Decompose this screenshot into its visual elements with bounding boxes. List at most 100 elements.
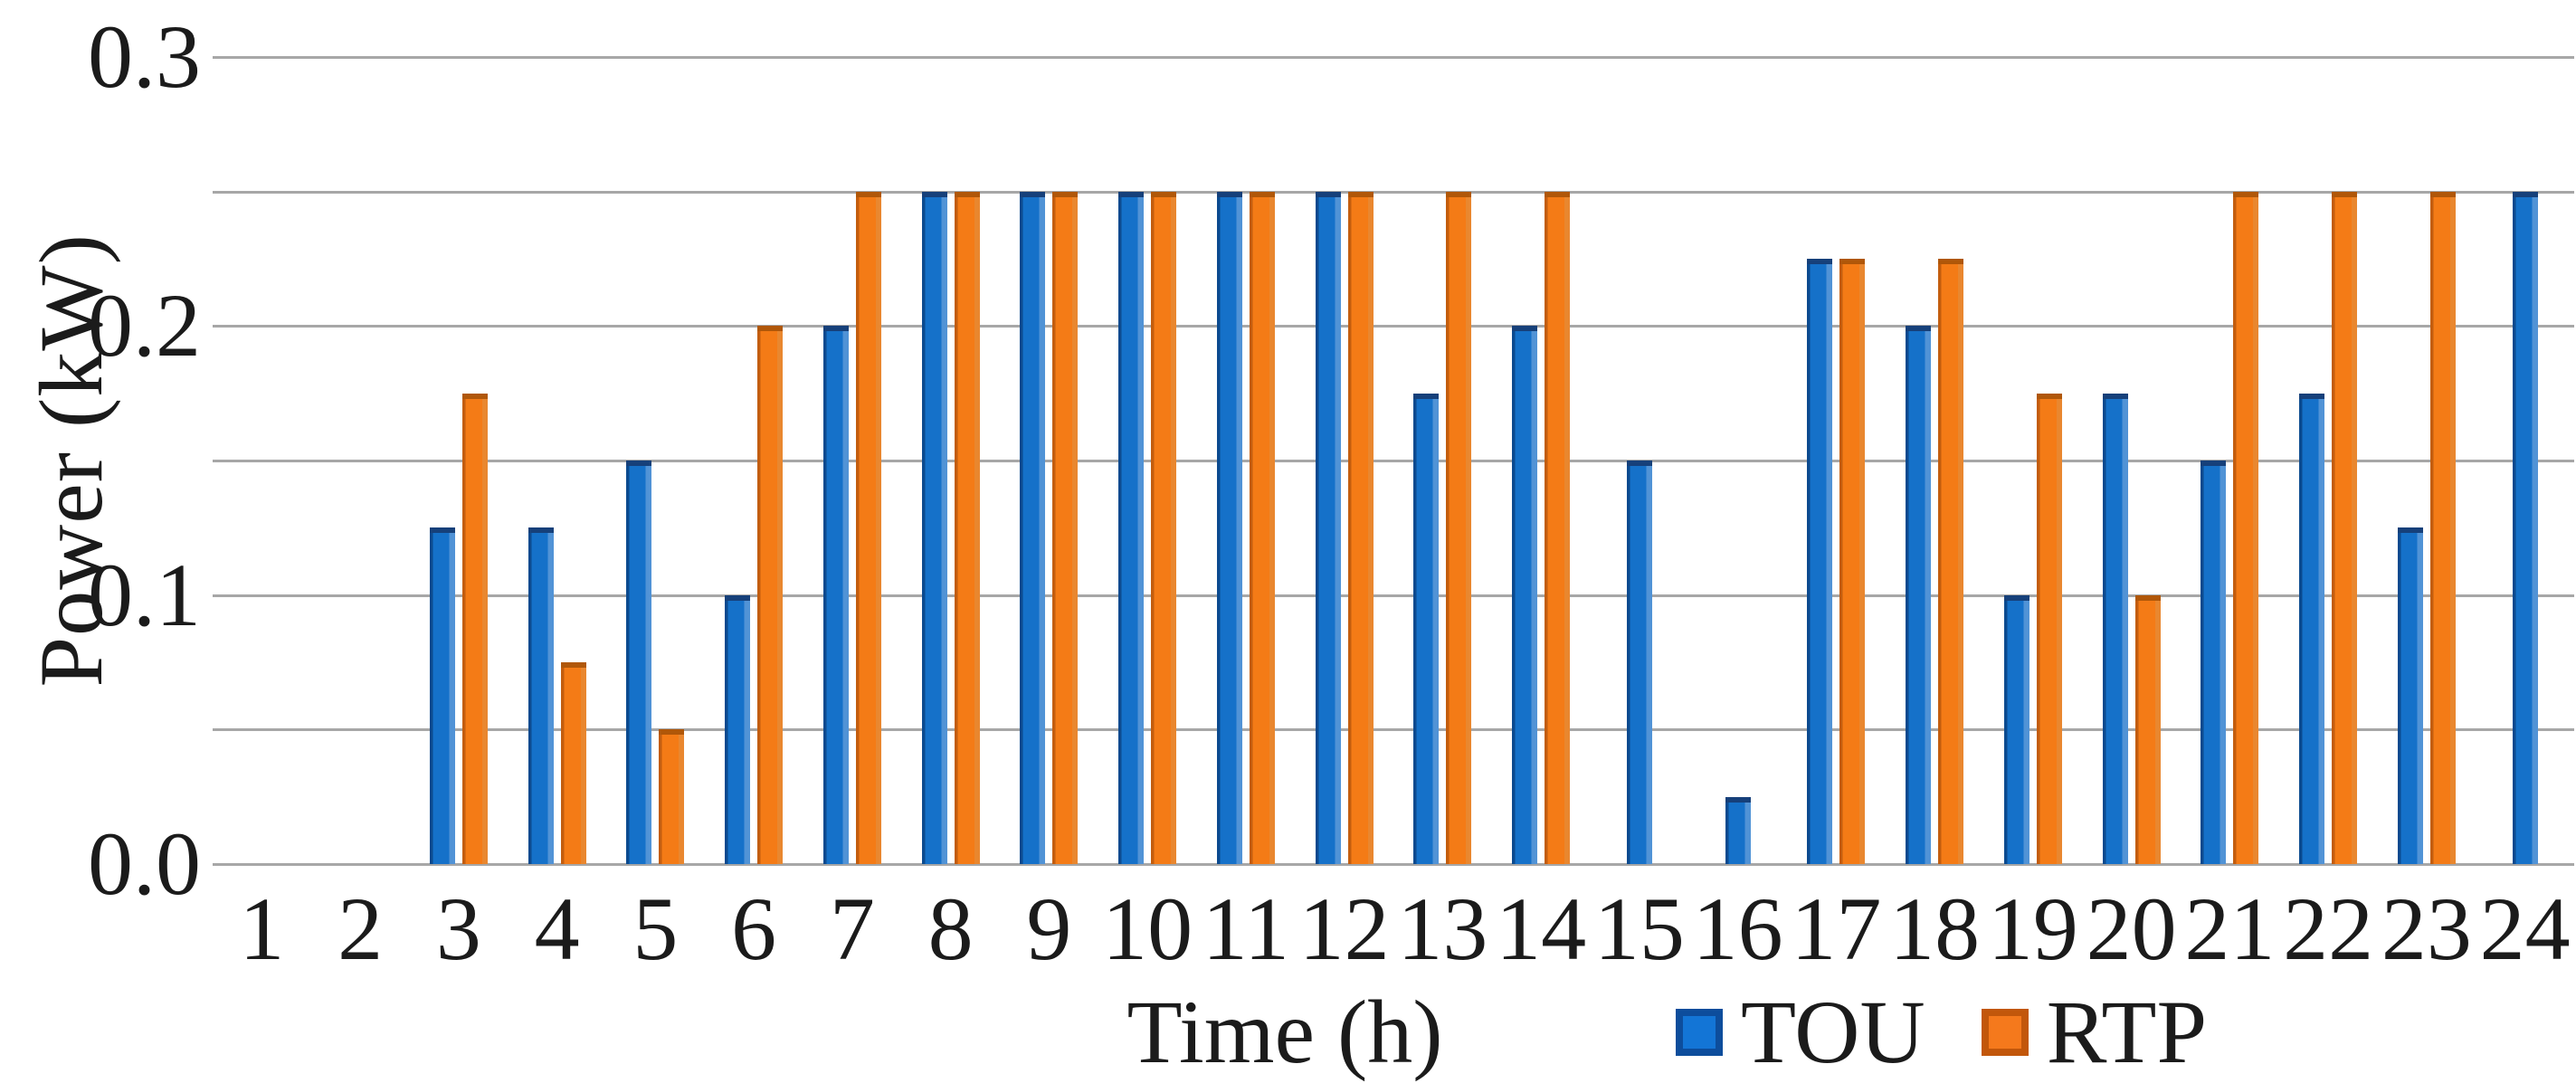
category-slot-h12 [1295,57,1393,864]
y-tick-label-0.2: 0.2 [88,275,201,376]
category-slot-h6 [705,57,803,864]
bar-rtp-h18 [1938,259,1964,864]
category-slot-h9 [1000,57,1098,864]
bar-tou-h8 [921,191,947,864]
bar-tou-h6 [725,594,751,864]
x-axis-tick-labels: 1 2 3 4 5 6 7 8 9 10 11 12 13 14 15 16 17 18 19 20 21 22 23 24 [213,879,2574,979]
x-tick-label-10: 10 [1102,879,1193,979]
category-slot-h3 [410,57,509,864]
bar-tou-h22 [2299,393,2325,864]
bar-slots [213,57,2574,864]
bar-tou-h20 [2102,393,2128,864]
x-tick-label-15: 15 [1593,879,1685,979]
x-tick-label-20: 20 [2086,879,2177,979]
legend-item-rtp: RTP [1981,982,2207,1083]
gridline-0.10 [213,594,2574,597]
bar-rtp-h19 [2036,393,2062,864]
y-axis-title: Power (kW) [16,57,125,864]
bar-rtp-h6 [757,326,784,864]
bar-rtp-h23 [2429,191,2456,864]
x-tick-label-22: 22 [2283,879,2374,979]
bar-rtp-h8 [954,191,980,864]
bar-rtp-h11 [1249,191,1275,864]
bar-tou-h21 [2201,461,2227,864]
legend-swatch-tou [1676,1009,1723,1056]
x-tick-label-2: 2 [337,879,384,979]
bar-tou-h13 [1413,393,1440,864]
x-tick-label-5: 5 [632,879,679,979]
bar-rtp-h21 [2233,191,2259,864]
bar-tou-h7 [822,326,849,864]
bar-rtp-h4 [560,662,586,864]
bar-tou-h9 [1020,191,1046,864]
legend: TOU RTP [1676,982,2207,1083]
category-slot-h22 [2279,57,2378,864]
bar-rtp-h7 [855,191,881,864]
x-axis-title: Time (h) [1126,982,1443,1082]
plot-area [213,56,2574,866]
x-tick-label-13: 13 [1397,879,1488,979]
bar-rtp-h14 [1545,191,1571,864]
gridline-0.20 [213,325,2574,328]
bar-rtp-h13 [1446,191,1472,864]
category-slot-h1 [213,57,311,864]
x-tick-label-6: 6 [731,879,777,979]
category-slot-h23 [2378,57,2476,864]
y-tick-label-0.0: 0.0 [88,813,201,914]
category-slot-h7 [803,57,902,864]
x-tick-label-3: 3 [435,879,481,979]
bar-rtp-h10 [1151,191,1177,864]
bar-tou-h5 [626,461,652,864]
bar-tou-h16 [1725,796,1751,864]
x-tick-label-7: 7 [829,879,875,979]
category-slot-h5 [606,57,705,864]
x-tick-label-4: 4 [534,879,580,979]
gridline-0.05 [213,728,2574,732]
gridline-0.30 [213,56,2574,59]
bar-rtp-h17 [1839,259,1866,864]
x-tick-label-8: 8 [927,879,974,979]
bar-tou-h18 [1906,326,1932,864]
gridline-0.15 [213,460,2574,462]
bar-tou-h19 [2003,594,2029,864]
legend-swatch-rtp [1981,1009,2029,1056]
category-slot-h17 [1787,57,1886,864]
category-slot-h24 [2476,57,2574,864]
bar-rtp-h20 [2134,594,2161,864]
x-tick-label-18: 18 [1889,879,1981,979]
bar-tou-h24 [2512,191,2538,864]
bar-tou-h14 [1512,326,1538,864]
x-tick-label-23: 23 [2381,879,2472,979]
x-tick-label-24: 24 [2479,879,2571,979]
x-tick-label-11: 11 [1202,879,1290,979]
bar-rtp-h3 [461,393,488,864]
legend-label-tou: TOU [1741,982,1925,1082]
bar-rtp-h9 [1052,191,1079,864]
y-tick-label-0.1: 0.1 [88,544,201,645]
bar-rtp-h5 [659,729,685,864]
category-slot-h15 [1591,57,1689,864]
category-slot-h21 [2181,57,2279,864]
category-slot-h2 [311,57,410,864]
category-slot-h14 [1492,57,1591,864]
category-slot-h8 [901,57,1000,864]
bar-tou-h17 [1807,259,1833,864]
bar-tou-h4 [528,527,554,864]
bar-tou-h10 [1118,191,1145,864]
y-tick-label-0.3: 0.3 [88,6,201,107]
x-tick-label-16: 16 [1692,879,1783,979]
bar-tou-h3 [429,527,455,864]
bar-rtp-h12 [1347,191,1374,864]
bar-tou-h23 [2397,527,2423,864]
category-slot-h16 [1688,57,1787,864]
bar-tou-h11 [1216,191,1242,864]
category-slot-h11 [1197,57,1296,864]
category-slot-h19 [1984,57,2083,864]
category-slot-h13 [1393,57,1492,864]
category-slot-h4 [508,57,606,864]
x-tick-label-12: 12 [1298,879,1390,979]
x-tick-label-9: 9 [1026,879,1072,979]
bar-tou-h12 [1315,191,1341,864]
category-slot-h20 [2082,57,2181,864]
